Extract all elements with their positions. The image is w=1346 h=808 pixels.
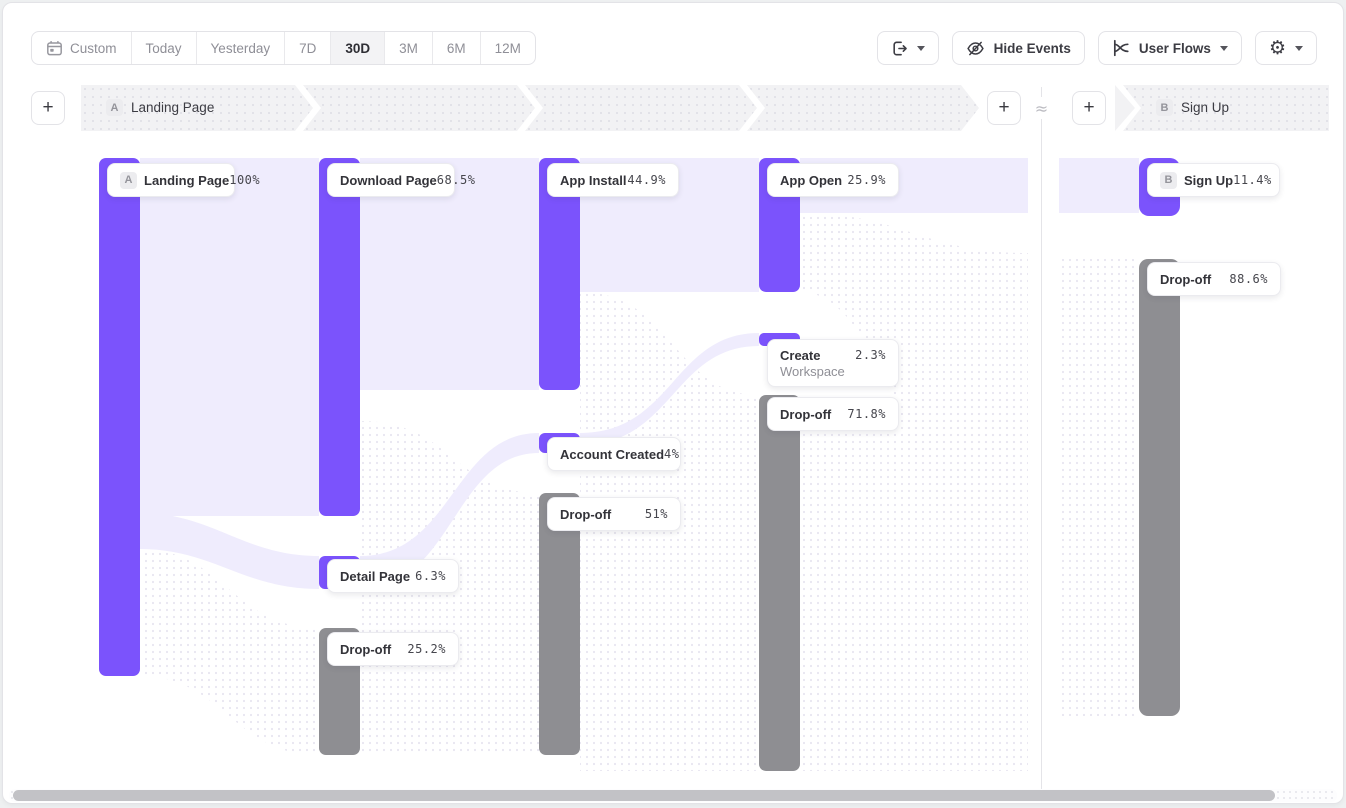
step-a-label: A Landing Page (106, 99, 214, 116)
date-range-control: Custom Today Yesterday 7D 30D 3M 6M 12M (31, 31, 536, 65)
bar-dropoff-4[interactable] (759, 395, 800, 771)
view-selector-button[interactable]: User Flows (1097, 31, 1242, 65)
step-segment-a3[interactable] (525, 85, 757, 131)
add-step-button-a-left[interactable]: + (31, 91, 65, 125)
step-segment-a4[interactable] (747, 85, 979, 131)
band-detail-to-account (360, 433, 539, 589)
node-b-chip: B (1160, 171, 1177, 189)
approx-symbol: ≈ (1029, 97, 1054, 119)
bar-dropoff-3[interactable] (539, 493, 580, 755)
gear-icon: ⚙ (1268, 36, 1286, 59)
add-step-button-a-right[interactable]: + (987, 91, 1021, 125)
flow-divider (1041, 87, 1042, 789)
date-range-custom[interactable]: Custom (32, 32, 132, 64)
node-label-app-open[interactable]: App Open 25.9% (767, 163, 899, 197)
node-label-account-created[interactable]: Account Created 4% (547, 437, 681, 471)
date-range-3m[interactable]: 3M (385, 32, 433, 64)
dropoff-band-install-to-dropoff (580, 292, 759, 771)
node-label-sign-up[interactable]: B Sign Up 11.4% (1147, 163, 1280, 197)
calendar-icon (47, 40, 62, 55)
export-icon (893, 41, 907, 55)
export-button[interactable] (876, 31, 939, 65)
horizontal-scrollbar-track[interactable] (9, 789, 1337, 802)
step-segment-a2[interactable] (303, 85, 535, 131)
node-label-landing-page[interactable]: A Landing Page 100% (107, 163, 260, 197)
hide-events-label: Hide Events (993, 40, 1071, 56)
eye-off-icon (966, 41, 984, 55)
bar-dropoff-5[interactable] (1139, 259, 1180, 716)
toolbar-right: Hide Events User Flows ⚙ (876, 31, 1317, 65)
chevron-down-icon (916, 45, 925, 51)
node-label-dropoff-2[interactable]: Drop-off 25.2% (327, 632, 459, 666)
hide-events-button[interactable]: Hide Events (951, 31, 1085, 65)
date-range-label: Custom (70, 40, 117, 56)
node-a-chip: A (120, 171, 137, 189)
date-range-7d[interactable]: 7D (285, 32, 332, 64)
date-range-6m[interactable]: 6M (433, 32, 481, 64)
dropoff-band-right-edge (800, 395, 1028, 771)
dropoff-band-landing-to-dropoff (140, 549, 319, 755)
user-flows-icon (1113, 39, 1129, 57)
node-label-detail-page[interactable]: Detail Page 6.3% (327, 559, 459, 593)
date-range-today[interactable]: Today (132, 32, 197, 64)
dropoff-band-signup (1059, 259, 1139, 716)
bar-app-install[interactable] (539, 158, 580, 390)
sankey-chart: A Landing Page 100% Download Page 68.5% A… (3, 131, 1343, 789)
node-label-download-page[interactable]: Download Page 68.5% (327, 163, 475, 197)
settings-button[interactable]: ⚙ (1254, 31, 1317, 65)
date-range-30d[interactable]: 30D (331, 32, 386, 64)
chevron-down-icon (1295, 45, 1303, 51)
node-label-app-install[interactable]: App Install 44.9% (547, 163, 679, 197)
flow-b-chip: B (1156, 99, 1173, 116)
band-account-to-create (580, 333, 759, 445)
node-label-dropoff-3[interactable]: Drop-off 51% (547, 497, 681, 531)
bar-download-page[interactable] (319, 158, 360, 516)
chevron-down-icon (1219, 45, 1228, 51)
horizontal-scrollbar-thumb[interactable] (13, 790, 1275, 801)
band-download-to-install (360, 158, 539, 390)
band-landing-to-detail (140, 513, 319, 589)
band-landing-to-download (140, 158, 319, 516)
node-label-create-workspace[interactable]: Create 2.3% Workspace (767, 339, 899, 387)
view-selector-label: User Flows (1138, 40, 1211, 56)
flow-a-chip: A (106, 99, 123, 116)
band-signup-incoming (1059, 158, 1139, 213)
sankey-canvas (99, 158, 1180, 771)
date-range-12m[interactable]: 12M (494, 40, 521, 56)
node-label-dropoff-5[interactable]: Drop-off 88.6% (1147, 262, 1281, 296)
step-b-label: B Sign Up (1156, 99, 1229, 116)
date-range-yesterday[interactable]: Yesterday (197, 32, 286, 64)
node-label-dropoff-4[interactable]: Drop-off 71.8% (767, 397, 899, 431)
bar-landing-page[interactable] (99, 158, 140, 676)
add-step-button-b-left[interactable]: + (1072, 91, 1106, 125)
